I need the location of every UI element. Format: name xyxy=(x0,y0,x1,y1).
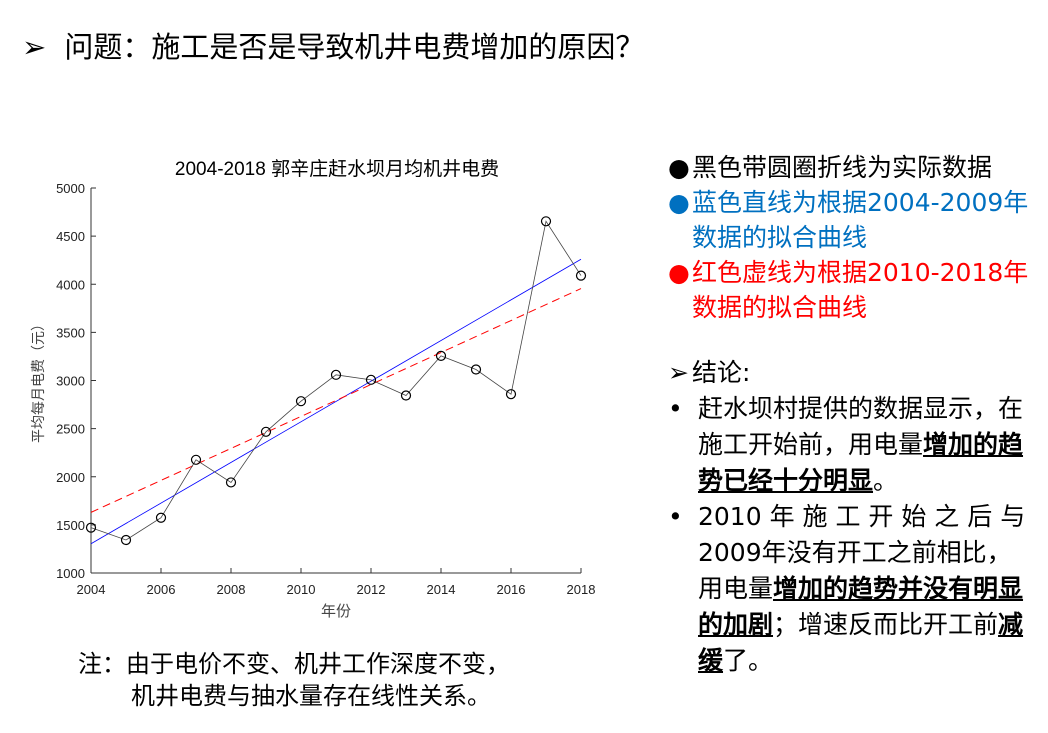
data-point-marker xyxy=(505,389,517,400)
data-point-marker xyxy=(435,350,447,361)
footnote-line-2: 机井电费与抽水量存在线性关系。 xyxy=(131,682,491,710)
y-tick-label: 5000 xyxy=(56,181,85,196)
slide-title-text: 问题：施工是否是导致机井电费增加的原因？ xyxy=(64,30,645,64)
conclusion: ➢ 结论: • 赶水坝村提供的数据显示，在施工开始前，用电量增加的趋势已经十分明显。… xyxy=(668,355,1028,679)
emphasis-text: 增加的趋势已经十分明显 xyxy=(698,430,1024,495)
x-tick-label: 2016 xyxy=(497,582,526,597)
data-point-marker xyxy=(330,369,342,380)
data-point-marker xyxy=(190,454,202,465)
x-tick-label: 2004 xyxy=(77,582,106,597)
x-tick-label: 2010 xyxy=(287,582,316,597)
y-axis-label: 平均每月电费（元） xyxy=(31,317,47,443)
text-segment: 。 xyxy=(873,466,899,495)
data-point-marker xyxy=(575,270,587,281)
data-point-marker xyxy=(260,426,272,437)
emphasis-text: 减缓 xyxy=(698,610,1024,675)
conclusion-item: • 2010 年 施 工 开 始 之 后 与 2009年没有开工之前相比，用电量增… xyxy=(668,499,1028,679)
data-point-marker xyxy=(540,216,552,227)
data-point-marker xyxy=(470,364,482,375)
x-tick-label: 2018 xyxy=(567,582,596,597)
bullet-dot-icon: ● xyxy=(668,188,690,217)
y-tick-label: 4000 xyxy=(56,277,85,292)
arrow-bullet-icon: ➢ xyxy=(668,358,689,387)
conclusion-heading: 结论: xyxy=(692,358,751,387)
data-point-marker xyxy=(400,390,412,401)
slide-title: ➢ 问题：施工是否是导致机井电费增加的原因？ xyxy=(22,24,644,66)
y-tick-label: 3000 xyxy=(56,374,85,389)
legend-text: 黑色带圆圈折线为实际数据 xyxy=(692,153,993,182)
legend-item-fit-2010-2018: ● 红色虚线为根据2010-2018年数据的拟合曲线 xyxy=(668,255,1048,325)
y-tick-label: 1500 xyxy=(56,518,85,533)
legend: ● 黑色带圆圈折线为实际数据 ● 蓝色直线为根据2004-2009年数据的拟合曲线 … xyxy=(668,150,1048,325)
x-axis-label: 年份 xyxy=(321,603,351,620)
y-tick-label: 4500 xyxy=(56,229,85,244)
legend-text: 蓝色直线为根据2004-2009年数据的拟合曲线 xyxy=(692,188,1029,252)
bullet-icon: • xyxy=(668,394,683,423)
legend-text: 红色虚线为根据2010-2018年数据的拟合曲线 xyxy=(692,258,1029,322)
data-point-marker xyxy=(155,512,167,523)
conclusion-text: 2010 年 施 工 开 始 之 后 与 2009年没有开工之前相比，用电量增加… xyxy=(698,499,1028,679)
y-tick-label: 2000 xyxy=(56,470,85,485)
arrow-bullet-icon: ➢ xyxy=(22,30,47,64)
y-tick-label: 3500 xyxy=(56,325,85,340)
data-point-marker xyxy=(225,477,237,488)
text-segment: 2010 年 施 工 开 始 之 后 与 2009年没有开工之前相比，用电量 xyxy=(698,502,1026,603)
text-segment: 了。 xyxy=(723,646,774,675)
x-tick-label: 2012 xyxy=(357,582,386,597)
bullet-dot-icon: ● xyxy=(668,258,690,287)
conclusion-item: • 赶水坝村提供的数据显示，在施工开始前，用电量增加的趋势已经十分明显。 xyxy=(668,391,1028,499)
text-segment: ；增速反而比开工前 xyxy=(773,610,999,639)
x-tick-label: 2008 xyxy=(217,582,246,597)
data-point-marker xyxy=(365,374,377,385)
chart-title: 2004-2018 郭辛庄赶水坝月均机井电费 xyxy=(175,158,499,180)
line-chart: 2004-2018 郭辛庄赶水坝月均机井电费 年份 平均每月电费（元） 1000… xyxy=(31,158,596,620)
data-point-marker xyxy=(295,396,307,407)
legend-item-actual: ● 黑色带圆圈折线为实际数据 xyxy=(668,150,1048,185)
x-tick-label: 2014 xyxy=(427,582,456,597)
bullet-icon: • xyxy=(668,502,683,531)
bullet-dot-icon: ● xyxy=(668,153,690,182)
fit-line-2010-2018 xyxy=(90,288,582,513)
text-segment: 赶水坝村提供的数据显示，在施工开始前，用电量 xyxy=(698,394,1024,459)
y-tick-label: 2500 xyxy=(56,422,85,437)
data-point-marker xyxy=(85,522,97,533)
y-tick-label: 1000 xyxy=(56,566,85,581)
x-tick-label: 2006 xyxy=(147,582,176,597)
data-point-marker xyxy=(120,534,132,546)
actual-data-line xyxy=(90,220,582,541)
footnote-line-1: 注：由于电价不变、机井工作深度不变， xyxy=(78,650,510,678)
fit-line-2004-2009 xyxy=(90,258,582,545)
legend-item-fit-2004-2009: ● 蓝色直线为根据2004-2009年数据的拟合曲线 xyxy=(668,185,1048,255)
conclusion-text: 赶水坝村提供的数据显示，在施工开始前，用电量增加的趋势已经十分明显。 xyxy=(698,391,1028,499)
footnote: 注：由于电价不变、机井工作深度不变， 机井电费与抽水量存在线性关系。 xyxy=(78,648,510,712)
conclusion-list: • 赶水坝村提供的数据显示，在施工开始前，用电量增加的趋势已经十分明显。 • 2010… xyxy=(668,391,1028,679)
emphasis-text: 增加的趋势并没有明显的加剧 xyxy=(698,574,1024,639)
